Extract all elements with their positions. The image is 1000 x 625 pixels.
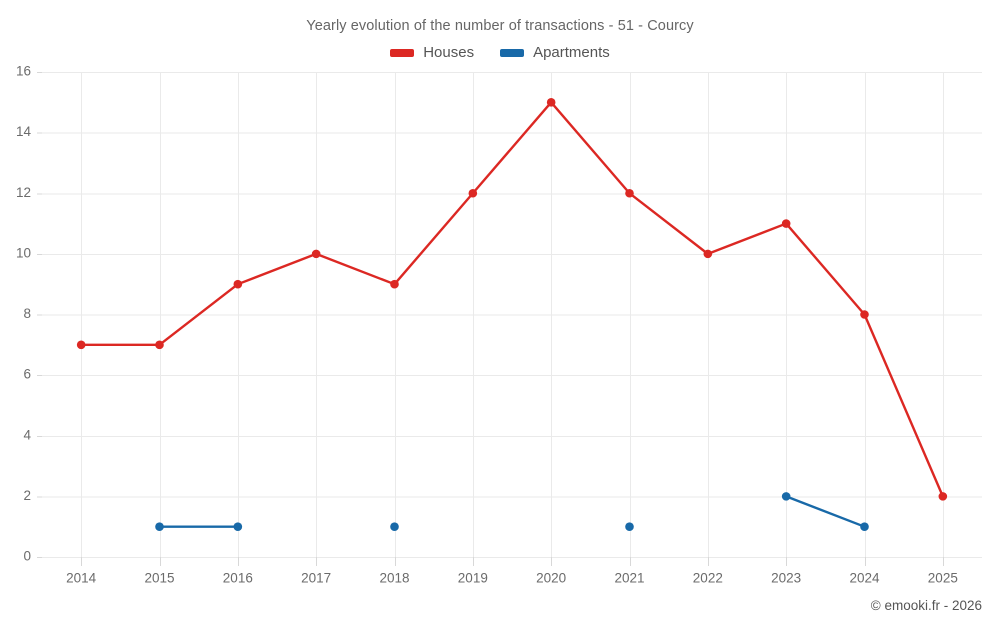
data-point-apartments[interactable]: [781, 492, 791, 501]
x-axis-tick-label: 2016: [223, 571, 253, 586]
x-axis-tick-label: 2019: [458, 571, 488, 586]
legend-swatch-houses: [390, 48, 415, 57]
series-line-apartments: [784, 495, 866, 528]
x-axis-tick-label: 2017: [301, 571, 331, 586]
data-point-houses[interactable]: [860, 310, 869, 319]
y-axis-tick-label: 8: [23, 306, 31, 321]
legend-swatch-apartments: [500, 48, 525, 57]
data-point-houses[interactable]: [468, 188, 478, 198]
data-point-houses[interactable]: [76, 340, 86, 350]
data-point-houses[interactable]: [938, 492, 948, 501]
data-point-apartments[interactable]: [155, 522, 164, 531]
y-axis-tick-label: 16: [16, 64, 31, 79]
data-point-houses[interactable]: [625, 188, 634, 198]
data-point-houses[interactable]: [311, 249, 321, 259]
data-point-apartments[interactable]: [625, 522, 634, 531]
y-axis-tick-label: 14: [16, 124, 32, 139]
data-point-apartments[interactable]: [390, 522, 399, 531]
x-axis-tick-label: 2020: [536, 571, 566, 586]
x-axis-tick-label: 2014: [66, 571, 97, 586]
y-axis-tick-label: 2: [23, 488, 31, 503]
data-point-houses[interactable]: [390, 279, 399, 289]
y-axis-tick-label: 4: [23, 427, 31, 442]
data-point-houses[interactable]: [233, 279, 243, 289]
credit-text: © emooki.fr - 2026: [870, 598, 982, 613]
legend-label-houses: Houses: [423, 44, 475, 61]
y-axis-tick-label: 6: [23, 367, 31, 382]
chart-title: Yearly evolution of the number of transa…: [306, 18, 694, 34]
legend-item-apartments[interactable]: Apartments: [500, 45, 610, 60]
data-point-houses[interactable]: [155, 340, 164, 350]
chart-legend: Houses Apartments: [0, 45, 1000, 60]
x-axis-tick-label: 2018: [379, 571, 409, 586]
legend-label-apartments: Apartments: [533, 44, 610, 61]
x-axis-tick-label: 2021: [614, 571, 644, 586]
data-point-apartments[interactable]: [860, 522, 869, 531]
data-point-houses[interactable]: [703, 249, 713, 259]
y-axis-tick-label: 0: [23, 549, 31, 564]
data-point-houses[interactable]: [546, 98, 556, 107]
legend-item-houses[interactable]: Houses: [390, 45, 474, 60]
data-point-apartments[interactable]: [233, 522, 243, 531]
x-axis-tick-label: 2023: [771, 571, 801, 586]
x-axis-tick-label: 2015: [144, 571, 174, 586]
data-point-houses[interactable]: [781, 219, 791, 228]
x-axis-tick-label: 2022: [693, 571, 723, 586]
series-line-houses: [79, 101, 945, 498]
x-axis-tick-label: 2024: [849, 571, 880, 586]
x-axis-tick-label: 2025: [928, 571, 958, 586]
y-axis-tick-label: 12: [16, 185, 31, 200]
y-axis-tick-label: 10: [16, 245, 31, 260]
